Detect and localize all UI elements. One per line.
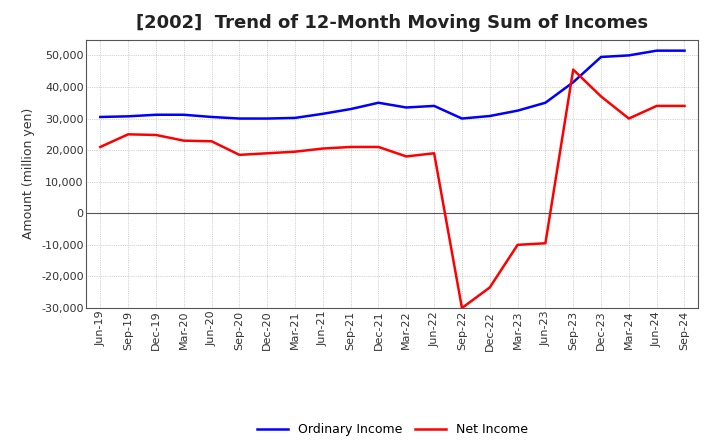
Ordinary Income [96,114,104,120]
Net Income [569,67,577,72]
Net Income [291,149,300,154]
Ordinary Income [652,48,661,53]
Ordinary Income [318,111,327,117]
Ordinary Income [458,116,467,121]
Ordinary Income [541,100,550,106]
Net Income [652,103,661,109]
Net Income [179,138,188,143]
Ordinary Income [680,48,689,53]
Net Income [318,146,327,151]
Ordinary Income [263,116,271,121]
Net Income [430,150,438,156]
Net Income [374,144,383,150]
Net Income [152,132,161,138]
Net Income [458,305,467,311]
Ordinary Income [569,80,577,85]
Net Income [96,144,104,150]
Legend: Ordinary Income, Net Income: Ordinary Income, Net Income [252,418,533,440]
Net Income [485,285,494,290]
Ordinary Income [152,112,161,117]
Line: Ordinary Income: Ordinary Income [100,51,685,118]
Ordinary Income [291,115,300,121]
Ordinary Income [402,105,410,110]
Ordinary Income [346,106,355,112]
Ordinary Income [597,54,606,59]
Ordinary Income [374,100,383,106]
Net Income [346,144,355,150]
Net Income [402,154,410,159]
Ordinary Income [513,108,522,113]
Net Income [263,150,271,156]
Y-axis label: Amount (million yen): Amount (million yen) [22,108,35,239]
Net Income [124,132,132,137]
Ordinary Income [430,103,438,109]
Net Income [680,103,689,109]
Title: [2002]  Trend of 12-Month Moving Sum of Incomes: [2002] Trend of 12-Month Moving Sum of I… [136,15,649,33]
Ordinary Income [624,53,633,58]
Ordinary Income [485,114,494,119]
Net Income [513,242,522,247]
Net Income [541,241,550,246]
Net Income [624,116,633,121]
Ordinary Income [179,112,188,117]
Net Income [235,152,243,158]
Net Income [207,139,216,144]
Line: Net Income: Net Income [100,70,685,308]
Ordinary Income [207,114,216,120]
Ordinary Income [235,116,243,121]
Ordinary Income [124,114,132,119]
Net Income [597,94,606,99]
